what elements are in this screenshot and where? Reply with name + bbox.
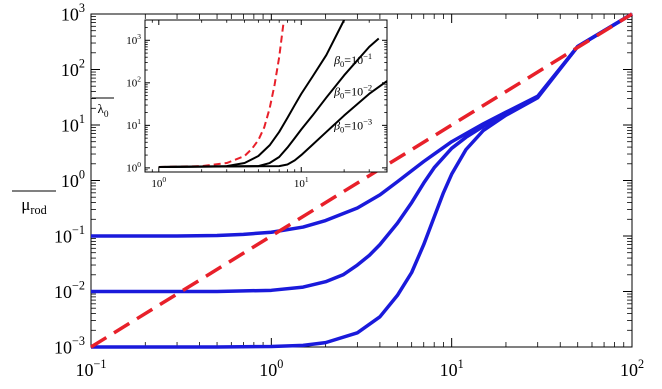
main-y-tick-label-base: 10 xyxy=(61,60,79,80)
main-y-tick-label-base: 10 xyxy=(54,282,72,302)
inset-annotation-beta-exponent: −2 xyxy=(363,83,372,93)
inset-annotation-beta: β0=10−1 xyxy=(333,51,372,69)
main-x-tick-label-base: 10 xyxy=(440,360,458,380)
inset-y-tick-label-base: 10 xyxy=(126,120,138,132)
inset-annotation-beta: β0=10−2 xyxy=(333,83,372,101)
main-y-tick-label: 103 xyxy=(61,1,85,24)
inset-annotation-beta-equals: =10 xyxy=(344,118,363,132)
inset-y-axis-label-denominator-subscript: 0 xyxy=(104,110,109,120)
inset-y-tick-label: 101 xyxy=(126,117,141,132)
inset-x-tick-label: 100 xyxy=(151,175,166,190)
main-y-tick-label: 100 xyxy=(61,168,85,191)
inset-y-tick-label-base: 10 xyxy=(126,78,138,90)
inset-annotation-beta-subscript: 0 xyxy=(340,59,344,69)
inset-y-axis-label-denominator-symbol: λ xyxy=(98,101,105,116)
inset-annotation-beta-symbol: β xyxy=(333,53,340,67)
main-x-tick-label: 100 xyxy=(259,357,283,380)
main-y-tick-label: 10−3 xyxy=(54,334,85,357)
inset-x-tick-label-base: 10 xyxy=(151,178,163,190)
inset-y-tick-label: 102 xyxy=(126,75,141,90)
main-y-tick-label: 10−2 xyxy=(54,279,85,302)
main-y-tick-label-exponent: 0 xyxy=(79,168,85,182)
main-x-tick-label: 101 xyxy=(440,357,464,380)
main-y-axis-label-denominator-subscript: rod xyxy=(30,203,46,217)
main-y-tick-label-base: 10 xyxy=(61,4,79,24)
inset-series-line-2 xyxy=(158,19,346,168)
inset-y-tick-label: 103 xyxy=(126,32,141,47)
main-y-tick-label: 10−1 xyxy=(54,223,85,246)
main-y-tick-label-exponent: −3 xyxy=(72,334,85,348)
main-x-tick-label: 102 xyxy=(620,357,644,380)
inset-x-tick-label: 101 xyxy=(294,175,309,190)
inset-x-tick-label-exponent: 0 xyxy=(162,175,166,184)
inset-plot: 100 101100101102103λ0β0=10−1β0=10−2β0=10−… xyxy=(92,19,388,190)
inset-series-line-4 xyxy=(158,80,388,168)
inset-y-tick-label-exponent: 0 xyxy=(137,160,141,169)
inset-y-tick-label-exponent: 2 xyxy=(137,75,141,84)
inset-x-tick-label-exponent: 1 xyxy=(305,175,309,184)
main-y-tick-label-exponent: −2 xyxy=(72,279,85,293)
inset-annotation-beta-subscript: 0 xyxy=(340,124,344,134)
main-x-tick-label: 10−1 xyxy=(75,357,106,380)
main-y-tick-label-base: 10 xyxy=(54,226,72,246)
main-y-axis-label-denominator: μrod xyxy=(21,195,46,217)
main-y-tick-label-exponent: −1 xyxy=(72,223,85,237)
main-x-tick-label-exponent: −1 xyxy=(93,357,106,371)
main-y-axis-label-denominator-symbol: μ xyxy=(21,195,30,214)
inset-annotation-beta-exponent: −1 xyxy=(363,51,372,61)
inset-y-axis-label-denominator: λ0 xyxy=(98,101,109,120)
main-y-tick-label-base: 10 xyxy=(61,171,79,191)
inset-annotation-beta-equals: =10 xyxy=(344,53,363,67)
inset-annotation-beta-subscript: 0 xyxy=(340,91,344,101)
main-series-line-3 xyxy=(91,12,633,349)
main-x-tick-label-exponent: 0 xyxy=(277,357,283,371)
inset-series-line-1 xyxy=(158,23,285,168)
inset-plot-frame xyxy=(144,19,388,173)
main-x-tick-label-exponent: 1 xyxy=(458,357,464,371)
inset-y-tick-label-exponent: 1 xyxy=(137,117,141,126)
main-x-tick-label-base: 10 xyxy=(259,360,277,380)
main-y-tick-label: 102 xyxy=(61,57,85,80)
main-x-tick-label-base: 10 xyxy=(620,360,638,380)
inset-annotation-beta-exponent: −3 xyxy=(363,116,372,126)
main-y-tick-label-exponent: 2 xyxy=(79,57,85,71)
main-y-tick-label-base: 10 xyxy=(54,337,72,357)
main-x-tick-label-base: 10 xyxy=(75,360,93,380)
inset-annotation-beta-symbol: β xyxy=(333,85,340,99)
inset-y-tick-label-base: 10 xyxy=(126,35,138,47)
inset-y-tick-label: 100 xyxy=(126,160,141,175)
inset-annotation-beta-equals: =10 xyxy=(344,85,363,99)
main-y-tick-label-base: 10 xyxy=(61,115,79,135)
inset-annotation-beta: β0=10−3 xyxy=(333,116,372,134)
main-series-line-4 xyxy=(90,12,633,349)
main-y-tick-label-exponent: 1 xyxy=(79,112,85,126)
inset-y-tick-label-base: 10 xyxy=(126,163,138,175)
main-y-tick-label: 101 xyxy=(61,112,85,135)
main-y-tick-label-exponent: 3 xyxy=(79,1,85,15)
inset-annotation-beta-symbol: β xyxy=(333,118,340,132)
inset-y-tick-label-exponent: 3 xyxy=(137,32,141,41)
main-x-tick-label-exponent: 2 xyxy=(638,357,644,371)
inset-series-line-3 xyxy=(158,37,380,168)
inset-x-tick-label-base: 10 xyxy=(294,178,306,190)
